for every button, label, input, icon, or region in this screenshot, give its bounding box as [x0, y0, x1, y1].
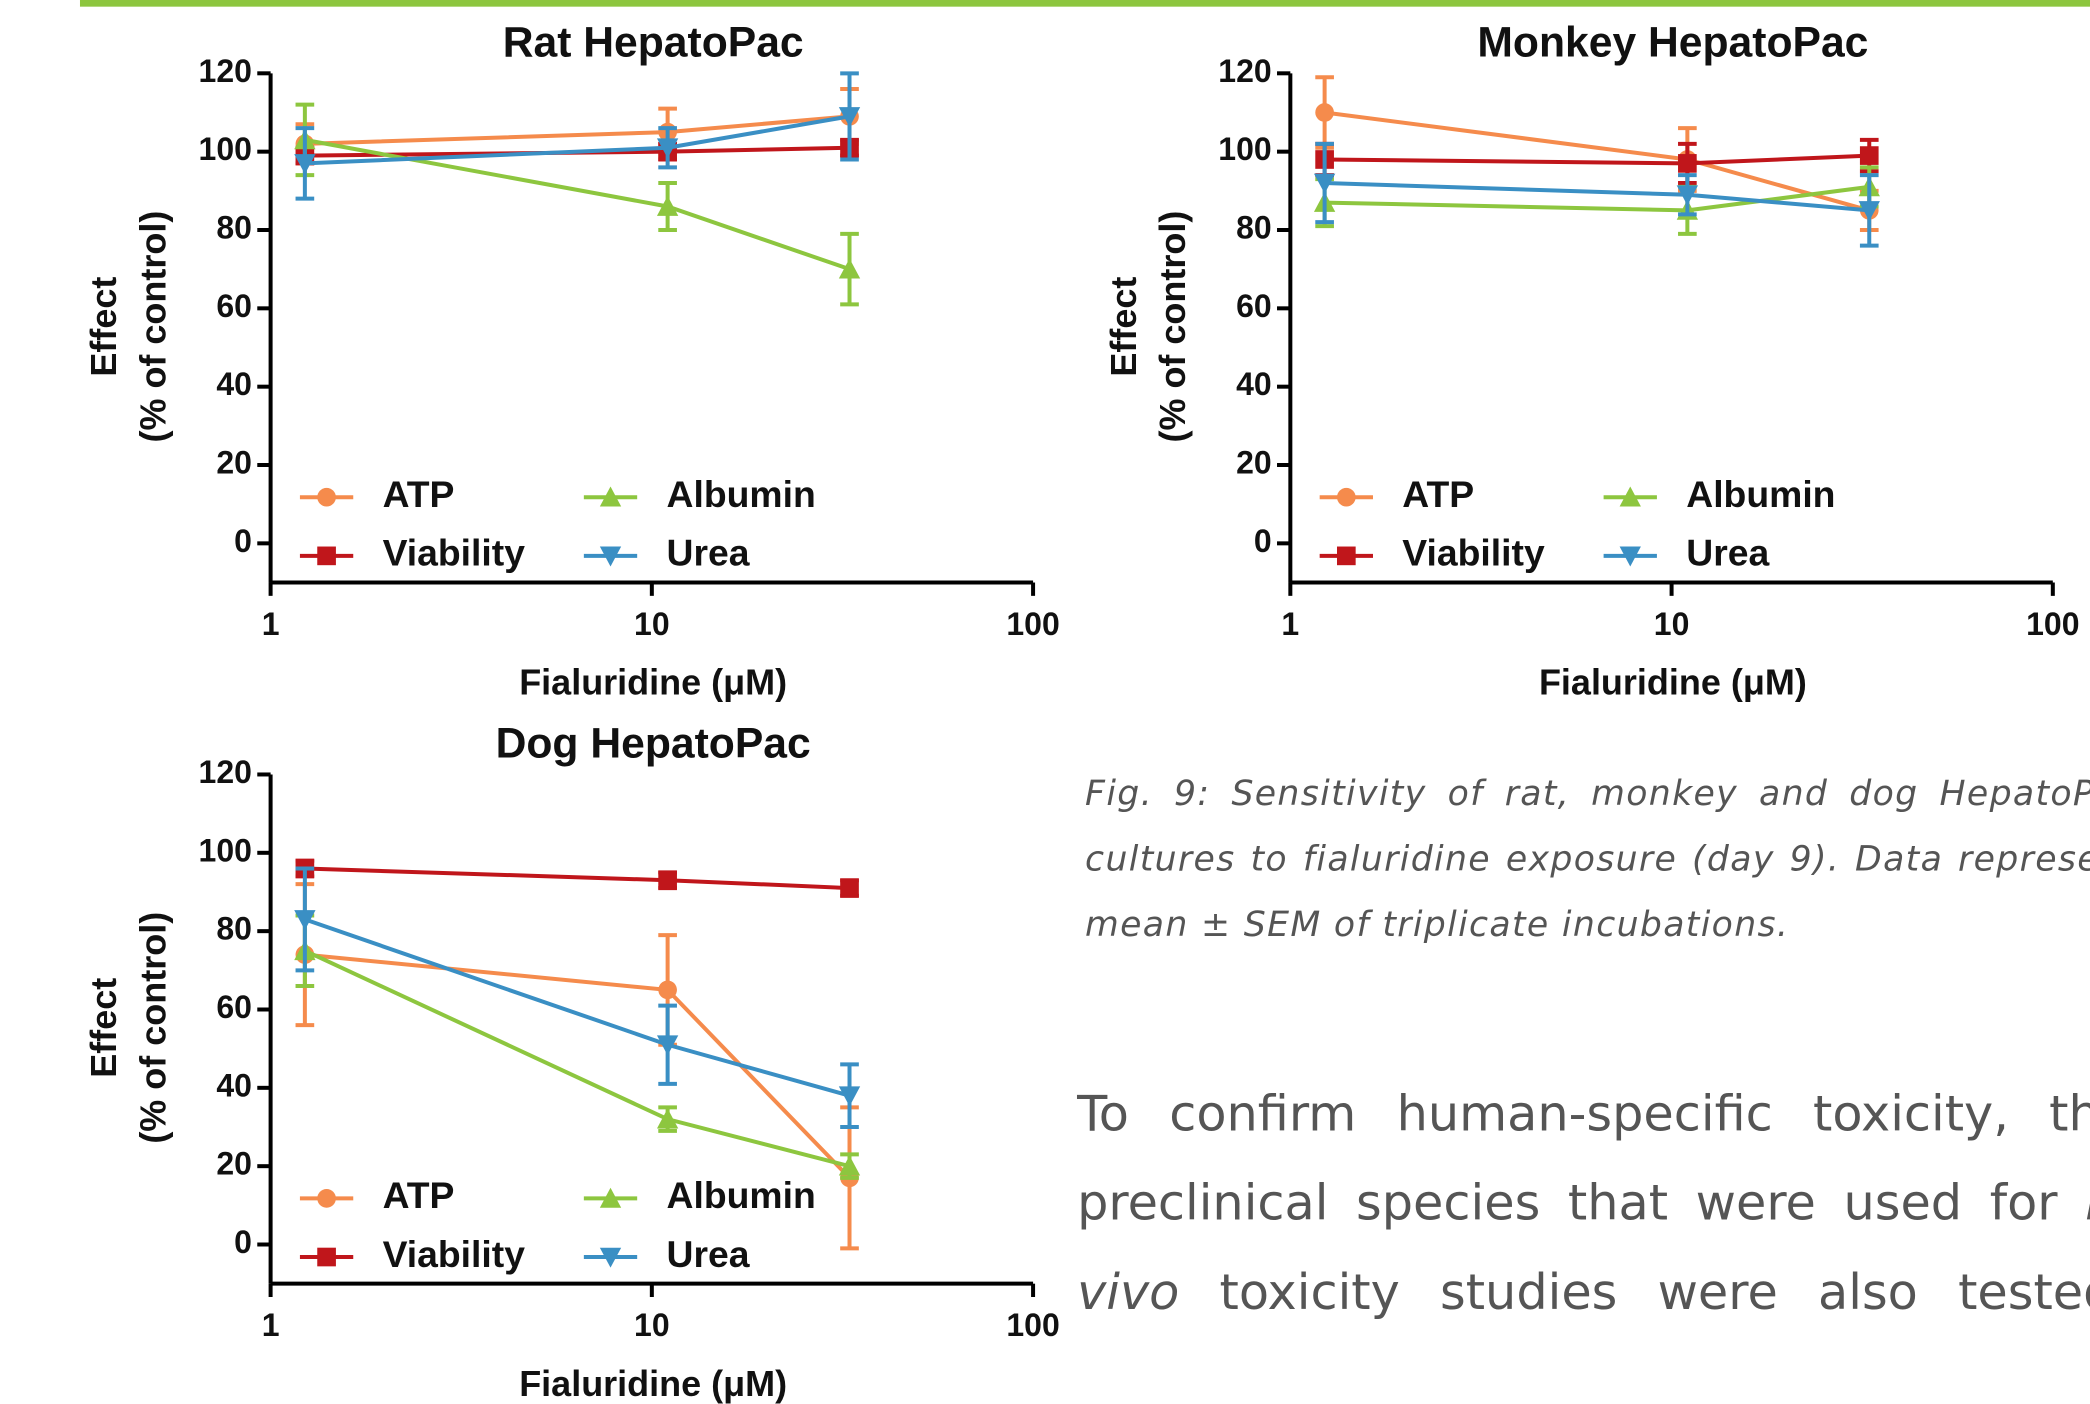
x-tick-label: 10	[1654, 606, 1690, 642]
marker	[658, 980, 677, 1000]
y-tick-label: 40	[216, 1067, 252, 1103]
legend-marker	[1619, 546, 1641, 567]
y-axis-label: (% of control)	[1152, 211, 1193, 443]
marker	[658, 870, 677, 890]
y-axis-label: (% of control)	[132, 211, 173, 443]
y-tick-label: 0	[234, 523, 252, 559]
y-tick-label: 120	[199, 53, 252, 89]
marker	[838, 107, 861, 128]
y-tick-label: 100	[1218, 131, 1271, 167]
legend-marker	[317, 546, 336, 566]
legend-marker	[599, 1187, 622, 1208]
legend-label: Viability	[383, 532, 526, 574]
series-line	[304, 866, 850, 891]
y-tick-label: 40	[216, 366, 252, 402]
y-tick-label: 60	[216, 989, 252, 1025]
y-tick-label: 60	[216, 288, 252, 324]
body-paragraph: To confirm human-specific toxicity, the …	[1077, 1069, 2090, 1337]
y-tick-label: 0	[1254, 523, 1272, 559]
marker	[1678, 154, 1697, 173]
x-axis-label: Fialuridine (μM)	[1539, 662, 1807, 703]
legend-marker	[317, 487, 336, 507]
legend-label: ATP	[383, 473, 455, 515]
x-tick-label: 100	[2026, 606, 2079, 642]
y-tick-label: 60	[1236, 288, 1272, 324]
figure-caption: Fig. 9: Sensitivity of rat, monkey and d…	[1085, 774, 2090, 946]
marker	[1315, 103, 1334, 122]
x-tick-label: 1	[262, 606, 280, 642]
marker	[294, 910, 316, 931]
legend-label: ATP	[383, 1174, 455, 1216]
text: To confirm human-specific toxicity, the …	[1077, 1085, 2090, 1232]
series-line	[1324, 153, 1870, 166]
legend-marker	[1619, 486, 1641, 507]
marker	[838, 1155, 861, 1176]
legend-label: Viability	[1402, 532, 1545, 574]
x-tick-label: 100	[1006, 1307, 1059, 1343]
marker	[656, 138, 679, 159]
legend-marker	[599, 486, 622, 507]
y-tick-label: 20	[216, 444, 252, 480]
y-tick-label: 80	[216, 209, 252, 245]
top-bar	[79, 0, 2090, 7]
y-axis-label: Effect	[83, 978, 124, 1078]
legend-label: ATP	[1402, 473, 1474, 515]
y-tick-label: 40	[1236, 366, 1272, 402]
legend-label: Urea	[667, 1233, 750, 1275]
x-tick-label: 10	[634, 1307, 670, 1343]
y-axis-label: (% of control)	[132, 912, 173, 1144]
x-tick-label: 1	[262, 1307, 280, 1343]
legend-label: Albumin	[667, 1174, 816, 1216]
series-line	[304, 917, 851, 1098]
marker	[294, 154, 316, 175]
y-axis-label: Effect	[83, 277, 124, 377]
legend-label: Urea	[1686, 532, 1769, 574]
y-tick-label: 0	[234, 1224, 252, 1260]
marker	[1313, 173, 1336, 194]
x-axis-label: Fialuridine (μM)	[519, 1363, 787, 1404]
marker	[656, 1035, 679, 1056]
marker	[1858, 201, 1880, 222]
marker	[656, 195, 679, 216]
marker	[838, 1086, 861, 1107]
legend-marker	[317, 1247, 336, 1267]
x-tick-label: 100	[1006, 606, 1059, 642]
legend-marker	[1336, 487, 1356, 507]
legend-label: Albumin	[667, 473, 816, 515]
x-axis-label: Fialuridine (μM)	[519, 662, 787, 703]
marker	[656, 1108, 679, 1129]
marker	[1676, 185, 1699, 206]
y-tick-label: 100	[199, 832, 252, 868]
italic-text: in vivo	[1077, 1174, 2090, 1322]
legend-label: Albumin	[1686, 473, 1835, 515]
marker	[840, 878, 859, 898]
y-tick-label: 80	[1236, 209, 1272, 245]
x-tick-label: 10	[634, 606, 670, 642]
y-axis-label: Effect	[1103, 277, 1144, 377]
legend-label: Urea	[667, 532, 750, 574]
chart-title: Dog HepatoPac	[496, 720, 811, 768]
legend-marker	[599, 1247, 622, 1268]
legend-label: Viability	[383, 1233, 526, 1275]
y-tick-label: 120	[1218, 53, 1271, 89]
y-tick-label: 20	[1236, 444, 1272, 480]
x-tick-label: 1	[1281, 606, 1299, 642]
legend-marker	[1336, 546, 1356, 566]
marker	[838, 258, 861, 279]
legend-marker	[599, 546, 622, 567]
y-tick-label: 20	[216, 1146, 252, 1182]
chart-title: Monkey HepatoPac	[1477, 19, 1868, 67]
y-tick-label: 100	[199, 131, 252, 167]
chart-title: Rat HepatoPac	[503, 19, 804, 67]
y-tick-label: 120	[199, 754, 252, 790]
y-tick-label: 80	[216, 911, 252, 947]
marker	[1859, 146, 1879, 165]
text: toxicity studies were also tested.	[1179, 1263, 2090, 1322]
legend-marker	[317, 1189, 336, 1208]
